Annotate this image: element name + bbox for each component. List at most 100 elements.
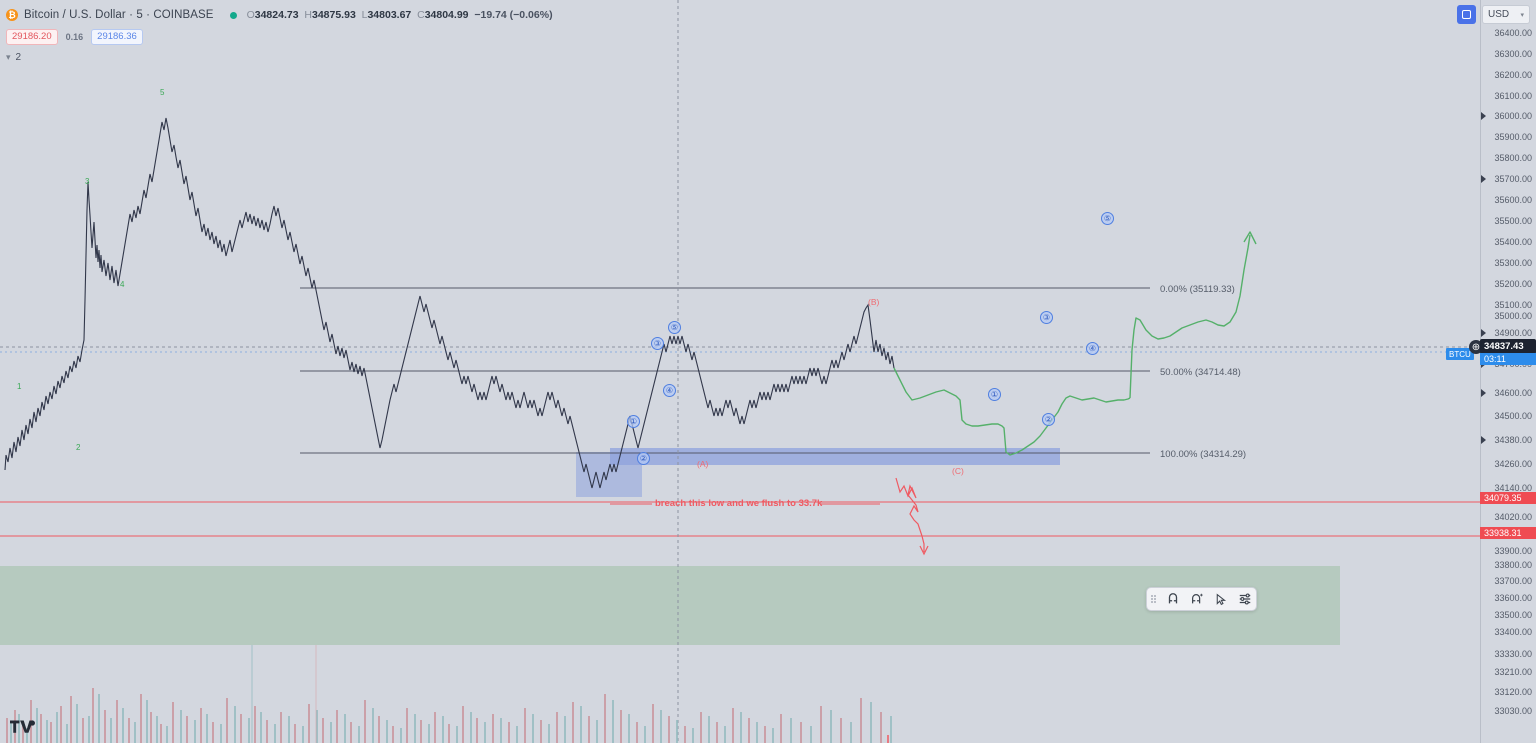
- chart-canvas[interactable]: 0.00% (35119.33) 50.00% (34714.48) 100.0…: [0, 0, 1480, 743]
- settings-sliders-icon[interactable]: [1237, 592, 1252, 607]
- price-tick: 33900.00: [1494, 546, 1532, 556]
- ohlc-close-label: C: [417, 9, 425, 21]
- wave-label-green-5[interactable]: 5: [160, 88, 165, 97]
- alert-price-tag-1[interactable]: 34079.35: [1480, 492, 1536, 504]
- fib-label-100: 100.00% (34314.29): [1160, 449, 1246, 460]
- floating-drawing-toolbar[interactable]: [1146, 587, 1257, 611]
- collapsed-indicators-row[interactable]: ▾ 2: [6, 50, 553, 64]
- layout-toggle-button[interactable]: [1457, 5, 1476, 24]
- wave-label-2[interactable]: ②: [637, 452, 650, 465]
- wave-label-3[interactable]: ③: [651, 337, 664, 350]
- indicator-mid-value: 0.16: [65, 31, 84, 42]
- square-outline-icon: [1462, 10, 1471, 19]
- symbol-pill[interactable]: BTCU: [1446, 348, 1474, 360]
- fib-label-50: 50.00% (34714.48): [1160, 367, 1241, 378]
- magnet-icon[interactable]: [1165, 592, 1180, 607]
- alert-price-tag-2[interactable]: 33938.31: [1480, 527, 1536, 539]
- price-tick: 36200.00: [1494, 70, 1532, 80]
- bearish-projection-path: [895, 477, 929, 556]
- price-tick: 35900.00: [1494, 132, 1532, 142]
- wave-label-green-3[interactable]: 3: [85, 177, 90, 186]
- bitcoin-icon: ₿: [6, 9, 18, 21]
- wave-label-proj-4[interactable]: ④: [1086, 342, 1099, 355]
- ohlc-high-label: H: [304, 9, 312, 21]
- price-tick-arrow: [1481, 175, 1486, 183]
- magnet-strong-icon[interactable]: [1189, 592, 1204, 607]
- ohlc-values: O34824.73 H34875.93 L34803.67 C34804.99 …: [247, 9, 553, 21]
- wave-label-1[interactable]: ①: [627, 415, 640, 428]
- ohlc-close-value: 34804.99: [424, 9, 469, 21]
- current-price-tag[interactable]: 34837.43: [1480, 339, 1536, 354]
- price-tick: 33330.00: [1494, 649, 1532, 659]
- wave-label-5[interactable]: ⑤: [668, 321, 681, 334]
- projection-path: [893, 231, 1257, 456]
- annotation-text[interactable]: breach this low and we flush to 33.7k: [655, 498, 823, 509]
- ohlc-open-value: 34824.73: [254, 9, 299, 21]
- chart-svg: [0, 0, 1480, 743]
- market-status-dot: [229, 11, 237, 19]
- price-tick: 35600.00: [1494, 195, 1532, 205]
- currency-select[interactable]: USD ▾: [1482, 5, 1530, 24]
- drag-handle-icon[interactable]: [1151, 593, 1156, 605]
- symbol-title[interactable]: Bitcoin / U.S. Dollar · 5 · COINBASE: [24, 9, 214, 21]
- wave-label-proj-1[interactable]: ①: [988, 388, 1001, 401]
- fib-label-100-text: 100.00% (34314.29): [1160, 449, 1247, 460]
- price-tick-arrow: [1481, 329, 1486, 337]
- ohlc-open-label: O: [246, 9, 255, 21]
- price-tick: 34380.00: [1494, 435, 1532, 445]
- ohlc-low-value: 34803.67: [367, 9, 412, 21]
- price-tick: 36300.00: [1494, 49, 1532, 59]
- bar-countdown-tag[interactable]: 03:11: [1480, 353, 1536, 365]
- wave-label-b[interactable]: (B): [868, 297, 880, 307]
- price-series: [4, 117, 895, 489]
- wave-label-a[interactable]: (A): [697, 459, 709, 469]
- wave-label-4[interactable]: ④: [663, 384, 676, 397]
- wave-label-c[interactable]: (C): [952, 466, 964, 476]
- price-tick: 34900.00: [1494, 328, 1532, 338]
- volume-series: [6, 688, 892, 743]
- price-tick: 33400.00: [1494, 627, 1532, 637]
- price-tick: 33210.00: [1494, 667, 1532, 677]
- wave-label-green-2[interactable]: 2: [76, 443, 81, 452]
- support-zone-box: [610, 448, 1060, 465]
- cursor-arrow-icon[interactable]: [1213, 592, 1228, 607]
- price-tick: 35800.00: [1494, 153, 1532, 163]
- price-tick: 34020.00: [1494, 512, 1532, 522]
- price-tick: 35300.00: [1494, 258, 1532, 268]
- ohlc-high-value: 34875.93: [311, 9, 356, 21]
- indicator-low-chip[interactable]: 29186.20: [6, 28, 58, 45]
- price-tick: 34260.00: [1494, 459, 1532, 469]
- projection-arrow-head: [1243, 231, 1257, 245]
- price-scale[interactable]: 36400.00 36300.00 36200.00 36100.00 36000.00…: [1469, 0, 1536, 743]
- tradingview-logo[interactable]: [10, 719, 36, 740]
- price-tick-arrow: [1481, 112, 1486, 120]
- indicator-legend-row[interactable]: 29186.20 0.16 29186.36: [6, 28, 553, 45]
- value-area-box: [0, 566, 1340, 645]
- price-tick: 35100.00: [1494, 300, 1532, 310]
- indicator-high-chip[interactable]: 29186.36: [91, 28, 143, 45]
- price-tick: 33500.00: [1494, 610, 1532, 620]
- fib-label-50-text: 50.00% (34714.48): [1160, 367, 1241, 378]
- price-tick: 36000.00: [1494, 111, 1532, 121]
- top-right-controls: USD ▾: [1457, 5, 1530, 24]
- price-tick: 35700.00: [1494, 174, 1532, 184]
- selection-box: [576, 452, 642, 497]
- wave-label-proj-5[interactable]: ⑤: [1101, 212, 1114, 225]
- crosshair-price-button[interactable]: ⊕: [1469, 340, 1483, 354]
- price-tick: 33030.00: [1494, 706, 1532, 716]
- price-tick: 33600.00: [1494, 593, 1532, 603]
- price-tick: 34600.00: [1494, 388, 1532, 398]
- wave-label-proj-2[interactable]: ②: [1042, 413, 1055, 426]
- wave-label-green-4[interactable]: 4: [120, 280, 125, 289]
- collapsed-indicator-count: 2: [15, 51, 22, 63]
- chevron-down-icon[interactable]: ▾: [6, 51, 11, 62]
- price-tick: 33800.00: [1494, 560, 1532, 570]
- price-tick: 35000.00: [1494, 311, 1532, 321]
- legend-symbol-row[interactable]: ₿ Bitcoin / U.S. Dollar · 5 · COINBASE O…: [6, 6, 553, 24]
- wave-label-green-1[interactable]: 1: [17, 382, 22, 391]
- currency-select-value: USD: [1488, 9, 1510, 20]
- wave-label-proj-3[interactable]: ③: [1040, 311, 1053, 324]
- price-tick: 33700.00: [1494, 576, 1532, 586]
- price-tick: 35400.00: [1494, 237, 1532, 247]
